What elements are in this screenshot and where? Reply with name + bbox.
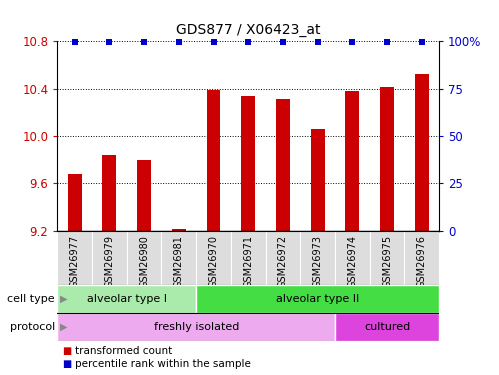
Text: ▶: ▶ (60, 294, 67, 304)
Text: GSM26981: GSM26981 (174, 235, 184, 288)
Bar (335, 231, 370, 285)
Text: alveolar type II: alveolar type II (276, 294, 359, 304)
Bar (162, 231, 196, 285)
Text: GSM26976: GSM26976 (417, 235, 427, 288)
Text: GSM26972: GSM26972 (278, 235, 288, 288)
Text: transformed count: transformed count (75, 346, 172, 355)
Text: GSM26974: GSM26974 (347, 235, 357, 288)
Text: GSM26980: GSM26980 (139, 235, 149, 288)
Text: GSM26975: GSM26975 (382, 235, 392, 288)
Bar (196, 231, 231, 285)
Bar (380, 87, 394, 231)
Text: percentile rank within the sample: percentile rank within the sample (75, 359, 250, 369)
Bar (92, 231, 127, 285)
Bar (207, 90, 221, 231)
Bar (415, 74, 429, 231)
Bar (57, 231, 92, 285)
Text: freshly isolated: freshly isolated (154, 322, 239, 332)
Bar (68, 174, 82, 231)
Text: GSM26977: GSM26977 (70, 235, 80, 288)
Bar (300, 231, 335, 285)
Text: GSM26973: GSM26973 (313, 235, 323, 288)
Text: ■: ■ (62, 359, 72, 369)
Bar (127, 231, 162, 285)
Text: cell type: cell type (7, 294, 55, 304)
Bar (242, 96, 255, 231)
Bar (172, 230, 186, 231)
Bar (231, 231, 265, 285)
Text: ■: ■ (62, 346, 72, 355)
Bar (196, 285, 439, 313)
Bar (265, 231, 300, 285)
Bar (370, 231, 404, 285)
Text: GSM26971: GSM26971 (243, 235, 253, 288)
Title: GDS877 / X06423_at: GDS877 / X06423_at (176, 24, 320, 38)
Bar (311, 129, 324, 231)
Bar (276, 99, 290, 231)
Bar (345, 91, 359, 231)
Bar (102, 155, 116, 231)
Bar (57, 313, 335, 341)
Text: cultured: cultured (364, 322, 410, 332)
Bar (404, 231, 439, 285)
Bar (137, 160, 151, 231)
Text: alveolar type I: alveolar type I (87, 294, 167, 304)
Text: protocol: protocol (9, 322, 55, 332)
Bar (57, 285, 196, 313)
Text: ▶: ▶ (60, 322, 67, 332)
Text: GSM26970: GSM26970 (209, 235, 219, 288)
Bar (335, 313, 439, 341)
Text: GSM26979: GSM26979 (104, 235, 114, 288)
